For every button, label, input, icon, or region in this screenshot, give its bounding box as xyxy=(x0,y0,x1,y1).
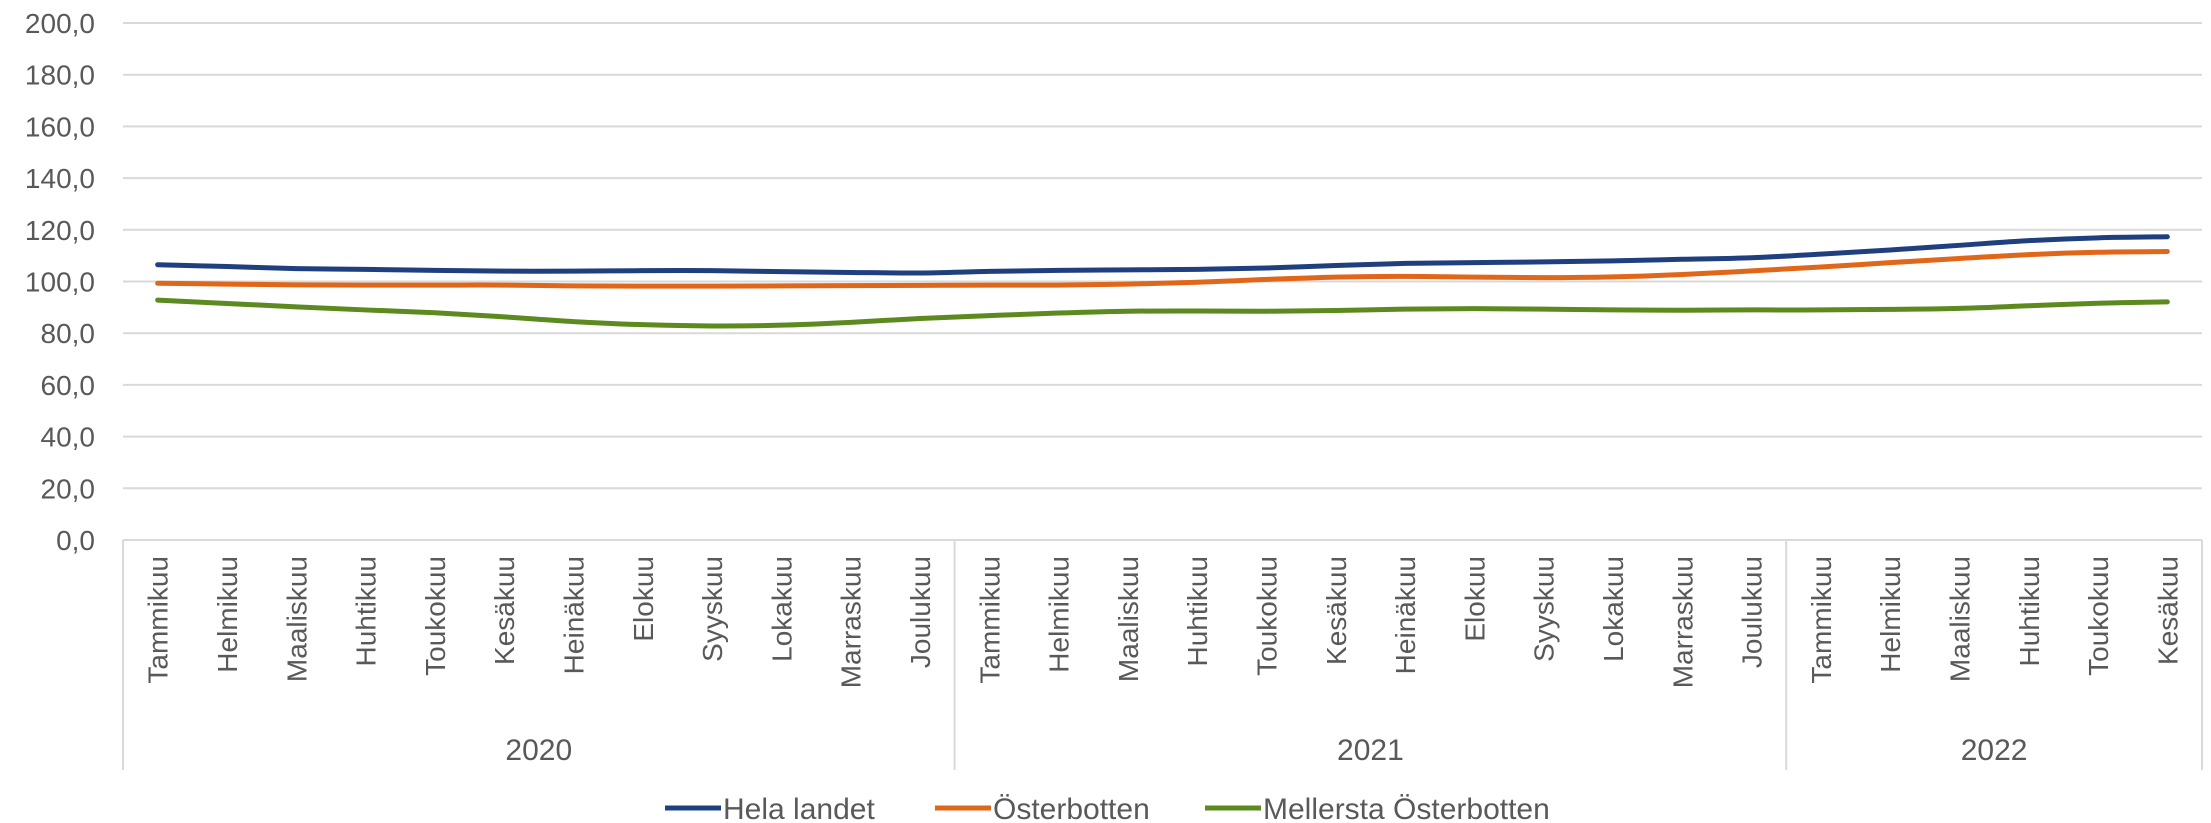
x-tick-label: Heinäkuu xyxy=(1390,556,1421,674)
x-tick-label: Helmikuu xyxy=(212,556,243,673)
x-tick-label: Lokakuu xyxy=(766,556,797,662)
x-tick-label: Syyskuu xyxy=(1529,556,1560,662)
x-tick-label: Maaliskuu xyxy=(1113,556,1144,682)
x-tick-label: Toukokuu xyxy=(2083,556,2114,676)
legend-label: Hela landet xyxy=(723,793,875,823)
gridlines xyxy=(123,22,2202,490)
x-tick-label: Kesäkuu xyxy=(489,556,520,665)
y-tick-label: 140,0 xyxy=(25,163,95,194)
x-tick-label: Helmikuu xyxy=(1044,556,1075,673)
x-tick-label: Syyskuu xyxy=(697,556,728,662)
x-axis: Tammikuu Helmikuu Maaliskuu Huhtikuu Toukoku… xyxy=(122,539,2203,770)
x-tick-label: Huhtikuu xyxy=(351,556,382,667)
x-tick-label: Maaliskuu xyxy=(1944,556,1975,682)
x-tick-label: Marraskuu xyxy=(1667,556,1698,688)
x-tick-label: Huhtikuu xyxy=(2014,556,2045,667)
x-tick-label: Tammikuu xyxy=(974,556,1005,684)
x-tick-label: Kesäkuu xyxy=(2152,556,2183,665)
legend: Hela landet Österbotten Mellersta Österbot… xyxy=(665,793,1550,823)
x-tick-label: Helmikuu xyxy=(1875,556,1906,673)
y-axis-tick-labels: 0,0 20,0 40,0 60,0 80,0 100,0 120,0 140,0 160,0 1… xyxy=(25,8,95,556)
series-line xyxy=(155,249,2170,289)
legend-label: Österbotten xyxy=(993,793,1150,823)
y-tick-label: 80,0 xyxy=(41,318,96,349)
x-tick-label: Joulukuu xyxy=(905,556,936,668)
x-tick-label: Tammikuu xyxy=(143,556,174,684)
y-tick-label: 160,0 xyxy=(25,111,95,142)
year-group-label: 2021 xyxy=(1337,734,1404,767)
y-tick-label: 40,0 xyxy=(41,422,96,453)
y-tick-label: 20,0 xyxy=(41,473,96,504)
y-tick-label: 180,0 xyxy=(25,60,95,91)
x-tick-label: Lokakuu xyxy=(1598,556,1629,662)
x-tick-label: Maaliskuu xyxy=(281,556,312,682)
y-tick-label: 100,0 xyxy=(25,267,95,298)
x-tick-label: Heinäkuu xyxy=(558,556,589,674)
x-tick-label: Huhtikuu xyxy=(1182,556,1213,667)
x-tick-label: Marraskuu xyxy=(836,556,867,688)
y-tick-label: 60,0 xyxy=(41,370,96,401)
x-tick-label: Toukokuu xyxy=(420,556,451,676)
year-group-label: 2022 xyxy=(1961,734,2028,767)
series-lines xyxy=(155,234,2170,329)
series-line xyxy=(155,297,2170,329)
x-tick-label: Elokuu xyxy=(628,556,659,642)
y-tick-label: 200,0 xyxy=(25,8,95,39)
year-group-label: 2020 xyxy=(505,734,572,767)
legend-label: Mellersta Österbotten xyxy=(1263,793,1550,823)
series-line xyxy=(155,234,2170,276)
x-tick-label: Kesäkuu xyxy=(1321,556,1352,665)
x-tick-label: Tammikuu xyxy=(1806,556,1837,684)
x-tick-label: Toukokuu xyxy=(1251,556,1282,676)
x-tick-label: Elokuu xyxy=(1459,556,1490,642)
y-tick-label: 0,0 xyxy=(56,525,95,556)
x-tick-label: Joulukuu xyxy=(1737,556,1768,668)
y-tick-label: 120,0 xyxy=(25,215,95,246)
